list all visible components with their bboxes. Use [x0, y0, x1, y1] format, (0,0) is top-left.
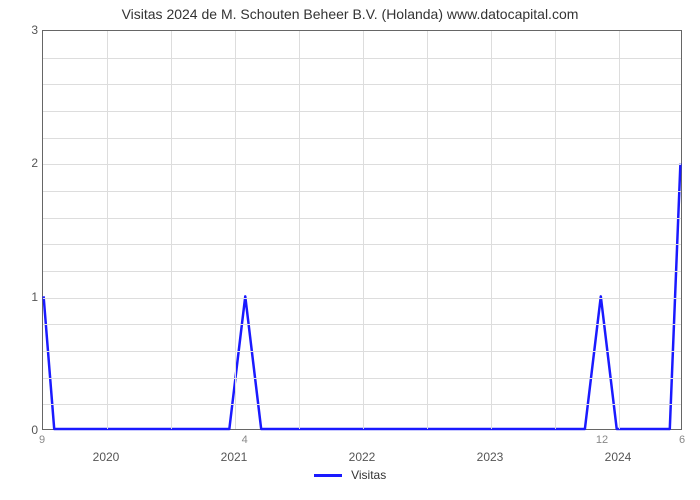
- gridline-h: [43, 298, 681, 299]
- gridline-h-minor: [43, 351, 681, 352]
- y-tick-label: 0: [24, 423, 38, 437]
- x-value-label: 12: [596, 434, 608, 446]
- gridline-h-minor: [43, 271, 681, 272]
- plot-area: [42, 30, 682, 430]
- gridline-v: [363, 31, 364, 429]
- gridline-h: [43, 164, 681, 165]
- gridline-h-minor: [43, 111, 681, 112]
- y-tick-label: 2: [24, 156, 38, 170]
- chart-title: Visitas 2024 de M. Schouten Beheer B.V. …: [0, 6, 700, 22]
- gridline-v: [171, 31, 172, 429]
- gridline-h-minor: [43, 191, 681, 192]
- gridline-v: [619, 31, 620, 429]
- x-year-label: 2024: [605, 450, 632, 464]
- x-year-label: 2020: [93, 450, 120, 464]
- data-line: [43, 31, 681, 429]
- gridline-h-minor: [43, 404, 681, 405]
- y-tick-label: 1: [24, 290, 38, 304]
- gridline-v: [427, 31, 428, 429]
- gridline-h-minor: [43, 138, 681, 139]
- legend-label: Visitas: [351, 468, 386, 482]
- gridline-v: [491, 31, 492, 429]
- x-year-label: 2023: [477, 450, 504, 464]
- gridline-h-minor: [43, 324, 681, 325]
- gridline-h-minor: [43, 244, 681, 245]
- visits-chart: Visitas 2024 de M. Schouten Beheer B.V. …: [0, 0, 700, 500]
- gridline-h-minor: [43, 84, 681, 85]
- gridline-v: [107, 31, 108, 429]
- legend-swatch: [314, 474, 342, 477]
- gridline-h-minor: [43, 218, 681, 219]
- gridline-h-minor: [43, 58, 681, 59]
- gridline-v: [299, 31, 300, 429]
- x-value-label: 4: [242, 434, 248, 446]
- x-year-label: 2022: [349, 450, 376, 464]
- x-year-label: 2021: [221, 450, 248, 464]
- gridline-h-minor: [43, 378, 681, 379]
- chart-legend: Visitas: [0, 468, 700, 482]
- gridline-v: [555, 31, 556, 429]
- y-tick-label: 3: [24, 23, 38, 37]
- x-value-label: 9: [39, 434, 45, 446]
- gridline-v: [235, 31, 236, 429]
- x-value-label: 6: [679, 434, 685, 446]
